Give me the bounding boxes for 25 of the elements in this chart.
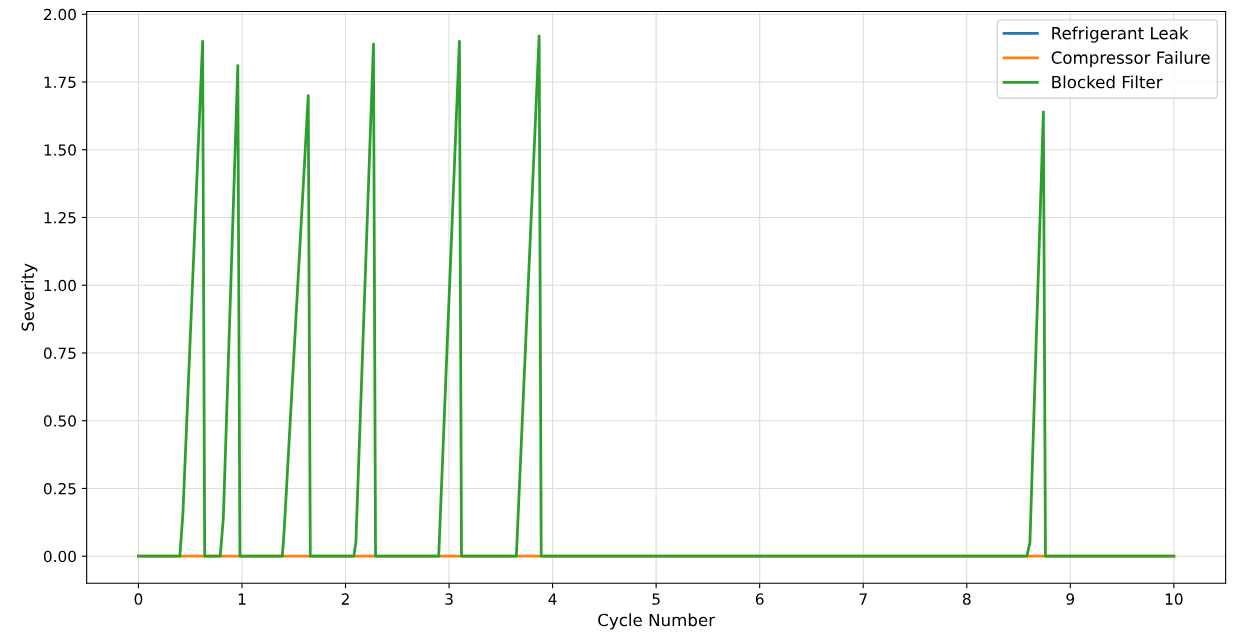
y-tick-label: 1.75	[44, 76, 76, 89]
legend-label: Refrigerant Leak	[1052, 26, 1189, 43]
x-tick-label: 10	[1165, 593, 1183, 605]
x-tick-label: 4	[548, 593, 557, 605]
x-tick-label: 1	[238, 593, 246, 605]
x-tick-label: 7	[859, 593, 867, 605]
legend-label: Blocked Filter	[1052, 75, 1163, 89]
x-tick-label: 3	[445, 593, 453, 605]
x-tick-label: 2	[341, 593, 349, 605]
y-tick-label: 1.50	[44, 144, 76, 156]
x-tick-label: 0	[134, 593, 143, 605]
y-tick-label: 1.00	[44, 279, 76, 292]
y-axis-title: Severity	[21, 263, 38, 331]
y-tick-label: 0.75	[43, 347, 76, 359]
x-tick-label: 8	[962, 593, 971, 605]
legend-label: Compressor Failure	[1051, 51, 1210, 68]
x-tick-label: 9	[1066, 593, 1075, 605]
y-tick-label: 0.50	[43, 415, 76, 427]
x-axis-title: Cycle Number	[598, 613, 716, 630]
x-tick-label: 6	[755, 593, 764, 605]
y-tick-label: 0.25	[43, 482, 76, 495]
y-tick-label: 1.25	[44, 211, 76, 224]
y-tick-label: 2.00	[44, 8, 76, 21]
x-tick-label: 5	[652, 593, 660, 605]
y-tick-label: 0.00	[43, 550, 76, 563]
